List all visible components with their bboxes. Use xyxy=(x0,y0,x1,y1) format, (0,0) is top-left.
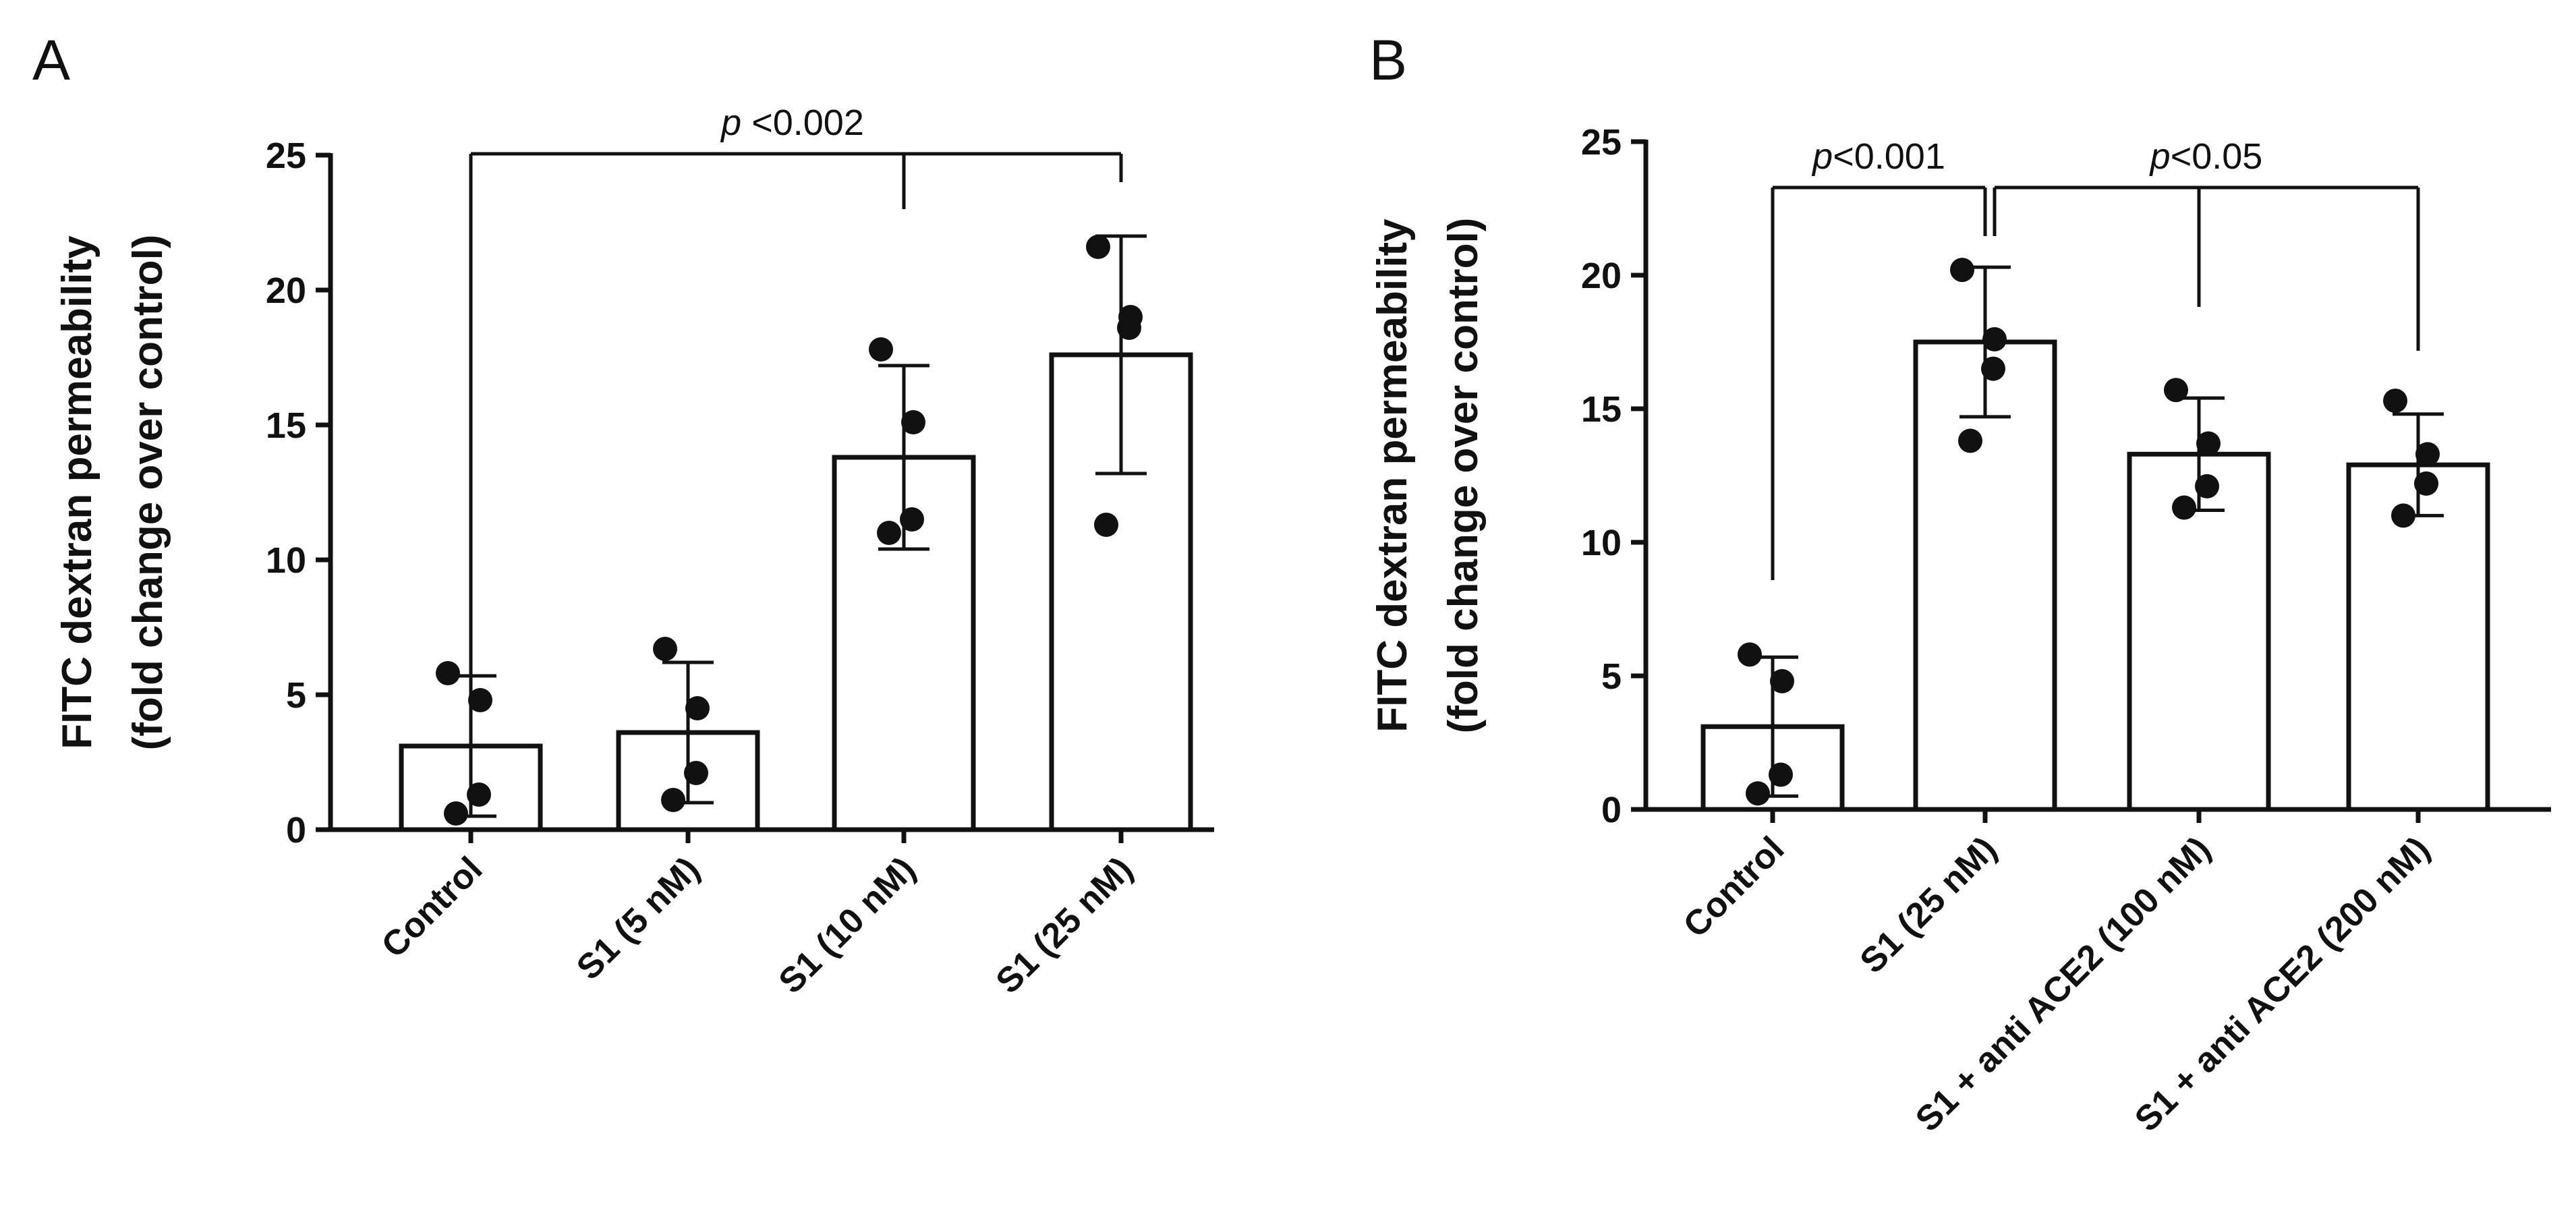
data-point xyxy=(468,688,492,712)
x-tick-label: S1 (25 nM) xyxy=(1853,829,2005,981)
y-axis-label: (fold change over control) xyxy=(1440,218,1487,734)
data-point xyxy=(2391,503,2415,528)
panel-letter: A xyxy=(32,28,70,92)
data-point xyxy=(1117,316,1141,340)
data-point xyxy=(1738,642,1762,667)
data-point xyxy=(877,521,901,545)
data-point xyxy=(2172,495,2196,520)
bar xyxy=(2127,451,2271,812)
y-tick-label: 0 xyxy=(286,810,306,851)
significance-label: p<0.05 xyxy=(2149,136,2263,177)
data-point xyxy=(1769,762,1793,787)
data-point xyxy=(1770,668,1794,693)
x-tick-label: S1 (5 nM) xyxy=(569,849,707,987)
y-tick-label: 5 xyxy=(1601,656,1622,697)
x-tick-label: Control xyxy=(374,849,490,965)
data-point xyxy=(1981,356,2005,381)
data-point xyxy=(2196,431,2221,456)
data-point xyxy=(1950,258,1974,283)
y-tick-label: 5 xyxy=(286,675,306,716)
bar xyxy=(2346,462,2490,812)
y-tick-label: 20 xyxy=(266,270,306,311)
y-tick-label: 10 xyxy=(1581,523,1622,563)
y-axis-label: FITC dextran permeability xyxy=(54,235,101,749)
data-point xyxy=(2415,442,2440,467)
data-point xyxy=(1086,235,1110,259)
data-point xyxy=(2164,378,2188,403)
data-point xyxy=(467,782,491,807)
y-tick-label: 15 xyxy=(1581,389,1622,430)
data-point xyxy=(1094,513,1118,537)
data-point xyxy=(2383,389,2407,413)
y-axis-label: FITC dextran permeability xyxy=(1369,219,1416,733)
data-point xyxy=(2414,471,2438,496)
y-tick-label: 15 xyxy=(266,405,306,446)
p-value: <0.002 xyxy=(741,103,864,143)
data-point xyxy=(444,801,468,826)
y-tick-label: 25 xyxy=(266,136,306,176)
data-point xyxy=(684,761,708,785)
data-point xyxy=(661,788,685,812)
y-tick-label: 20 xyxy=(1581,256,1622,296)
data-point xyxy=(901,410,925,434)
data-point xyxy=(900,507,924,532)
p-symbol: p xyxy=(2149,136,2171,177)
y-axis-label: (fold change over control) xyxy=(125,235,171,751)
y-tick-label: 25 xyxy=(1581,122,1622,163)
data-point xyxy=(1982,327,2007,352)
significance-label: p <0.002 xyxy=(720,103,864,143)
data-point xyxy=(685,696,710,720)
y-tick-label: 0 xyxy=(1601,790,1622,830)
x-tick-label: S1 (25 nM) xyxy=(989,849,1141,1001)
data-point xyxy=(436,661,460,685)
data-point xyxy=(1746,781,1770,806)
panel-letter: B xyxy=(1369,28,1407,92)
p-symbol: p xyxy=(720,103,741,143)
x-tick-label: Control xyxy=(1676,829,1792,945)
x-tick-label: S1 (10 nM) xyxy=(772,849,923,1001)
chart-panel-A: A FITC dextran permeability (fold change o… xyxy=(32,28,1214,1001)
data-point xyxy=(2195,474,2219,498)
bar xyxy=(1913,339,2057,812)
bar xyxy=(1049,352,1193,832)
p-value: <0.05 xyxy=(2171,136,2263,177)
data-point xyxy=(653,637,677,661)
p-value: <0.001 xyxy=(1833,136,1945,177)
p-symbol: p xyxy=(1811,136,1833,177)
significance-label: p<0.001 xyxy=(1811,136,1945,177)
data-point xyxy=(1958,428,1982,453)
y-tick-label: 10 xyxy=(266,540,306,581)
chart-panel-B: B FITC dextran permeability (fold change o… xyxy=(1369,28,2551,1139)
data-point xyxy=(869,337,893,362)
